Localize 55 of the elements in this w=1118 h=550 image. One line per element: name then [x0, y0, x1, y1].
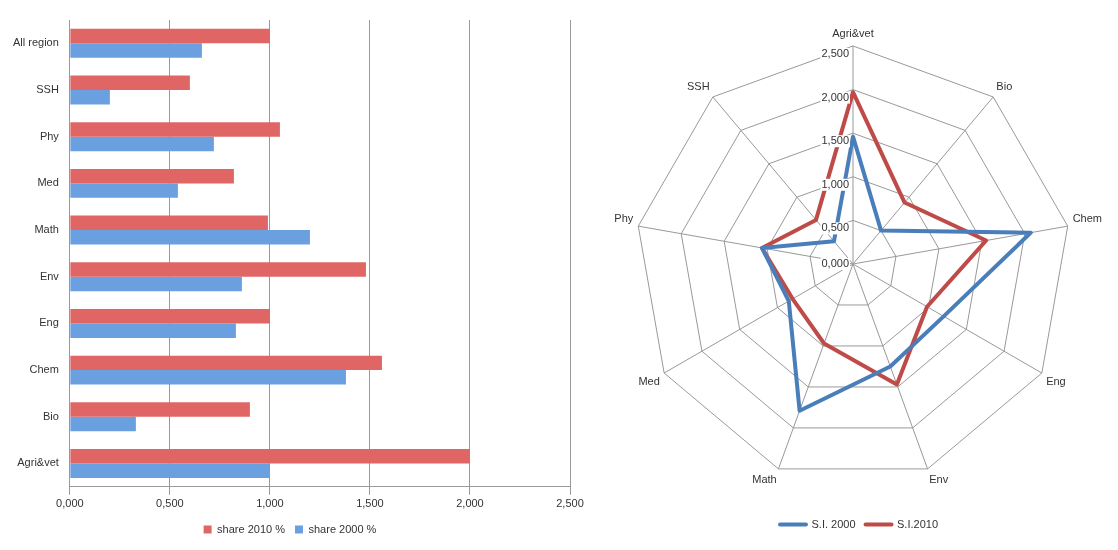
- spoke-label: Phy: [614, 211, 634, 224]
- spoke-label: SSH: [687, 79, 710, 92]
- y-tick-label: Math: [34, 223, 59, 236]
- bar: [70, 402, 250, 417]
- y-tick-label: Phy: [39, 129, 60, 142]
- bar: [70, 323, 236, 338]
- x-tick-label: 1,000: [256, 497, 284, 510]
- y-tick-label: Med: [37, 176, 59, 189]
- x-tick-label: 1,500: [356, 497, 384, 510]
- bar: [70, 122, 280, 137]
- bar: [70, 136, 214, 152]
- bar: [70, 43, 202, 58]
- bar: [70, 308, 270, 324]
- bar: [70, 230, 310, 245]
- legend-label: S.I. 2000: [811, 517, 856, 530]
- y-tick-label: 1,000: [821, 177, 849, 190]
- bar: [70, 276, 242, 292]
- bar: [70, 448, 470, 464]
- x-tick-label: 0,000: [56, 497, 84, 510]
- bar: [70, 183, 178, 198]
- bar: [70, 28, 270, 44]
- x-tick-label: 2,500: [556, 497, 584, 510]
- y-tick-label: 2,500: [821, 46, 849, 59]
- legend-label: share 2010 %: [217, 522, 286, 535]
- spoke-label: Chem: [1072, 211, 1102, 224]
- y-tick-label: 0,000: [821, 257, 849, 270]
- spoke-label: Med: [638, 375, 660, 388]
- y-tick-label: Eng: [39, 316, 59, 329]
- spoke-label: Agri&vet: [832, 27, 874, 40]
- y-tick-label: Bio: [42, 409, 59, 422]
- bar: [70, 90, 110, 105]
- spoke-label: Bio: [996, 79, 1013, 92]
- bar: [70, 215, 268, 231]
- bar: [70, 168, 234, 184]
- legend-label: share 2000 %: [308, 522, 377, 535]
- bar: [70, 416, 136, 432]
- y-tick-label: All region: [13, 36, 59, 49]
- y-tick-label: SSH: [36, 83, 59, 96]
- spoke-label: Eng: [1046, 375, 1066, 388]
- bar: [70, 262, 366, 277]
- y-tick-label: Env: [39, 269, 60, 282]
- y-tick-label: Agri&vet: [17, 456, 59, 469]
- y-tick-label: 0,500: [821, 221, 849, 234]
- x-tick-label: 0,500: [156, 497, 184, 510]
- y-tick-label: 2,000: [821, 90, 849, 103]
- y-tick-label: 1,500: [821, 134, 849, 147]
- spoke-label: Env: [929, 473, 949, 486]
- bar: [70, 355, 382, 371]
- spoke-label: Math: [752, 473, 777, 486]
- x-tick-label: 2,000: [456, 497, 484, 510]
- bar: [70, 75, 190, 91]
- legend-label: S.I.2010: [897, 517, 939, 530]
- y-tick-label: Chem: [29, 363, 59, 376]
- bar: [70, 463, 270, 478]
- bar: [70, 370, 346, 385]
